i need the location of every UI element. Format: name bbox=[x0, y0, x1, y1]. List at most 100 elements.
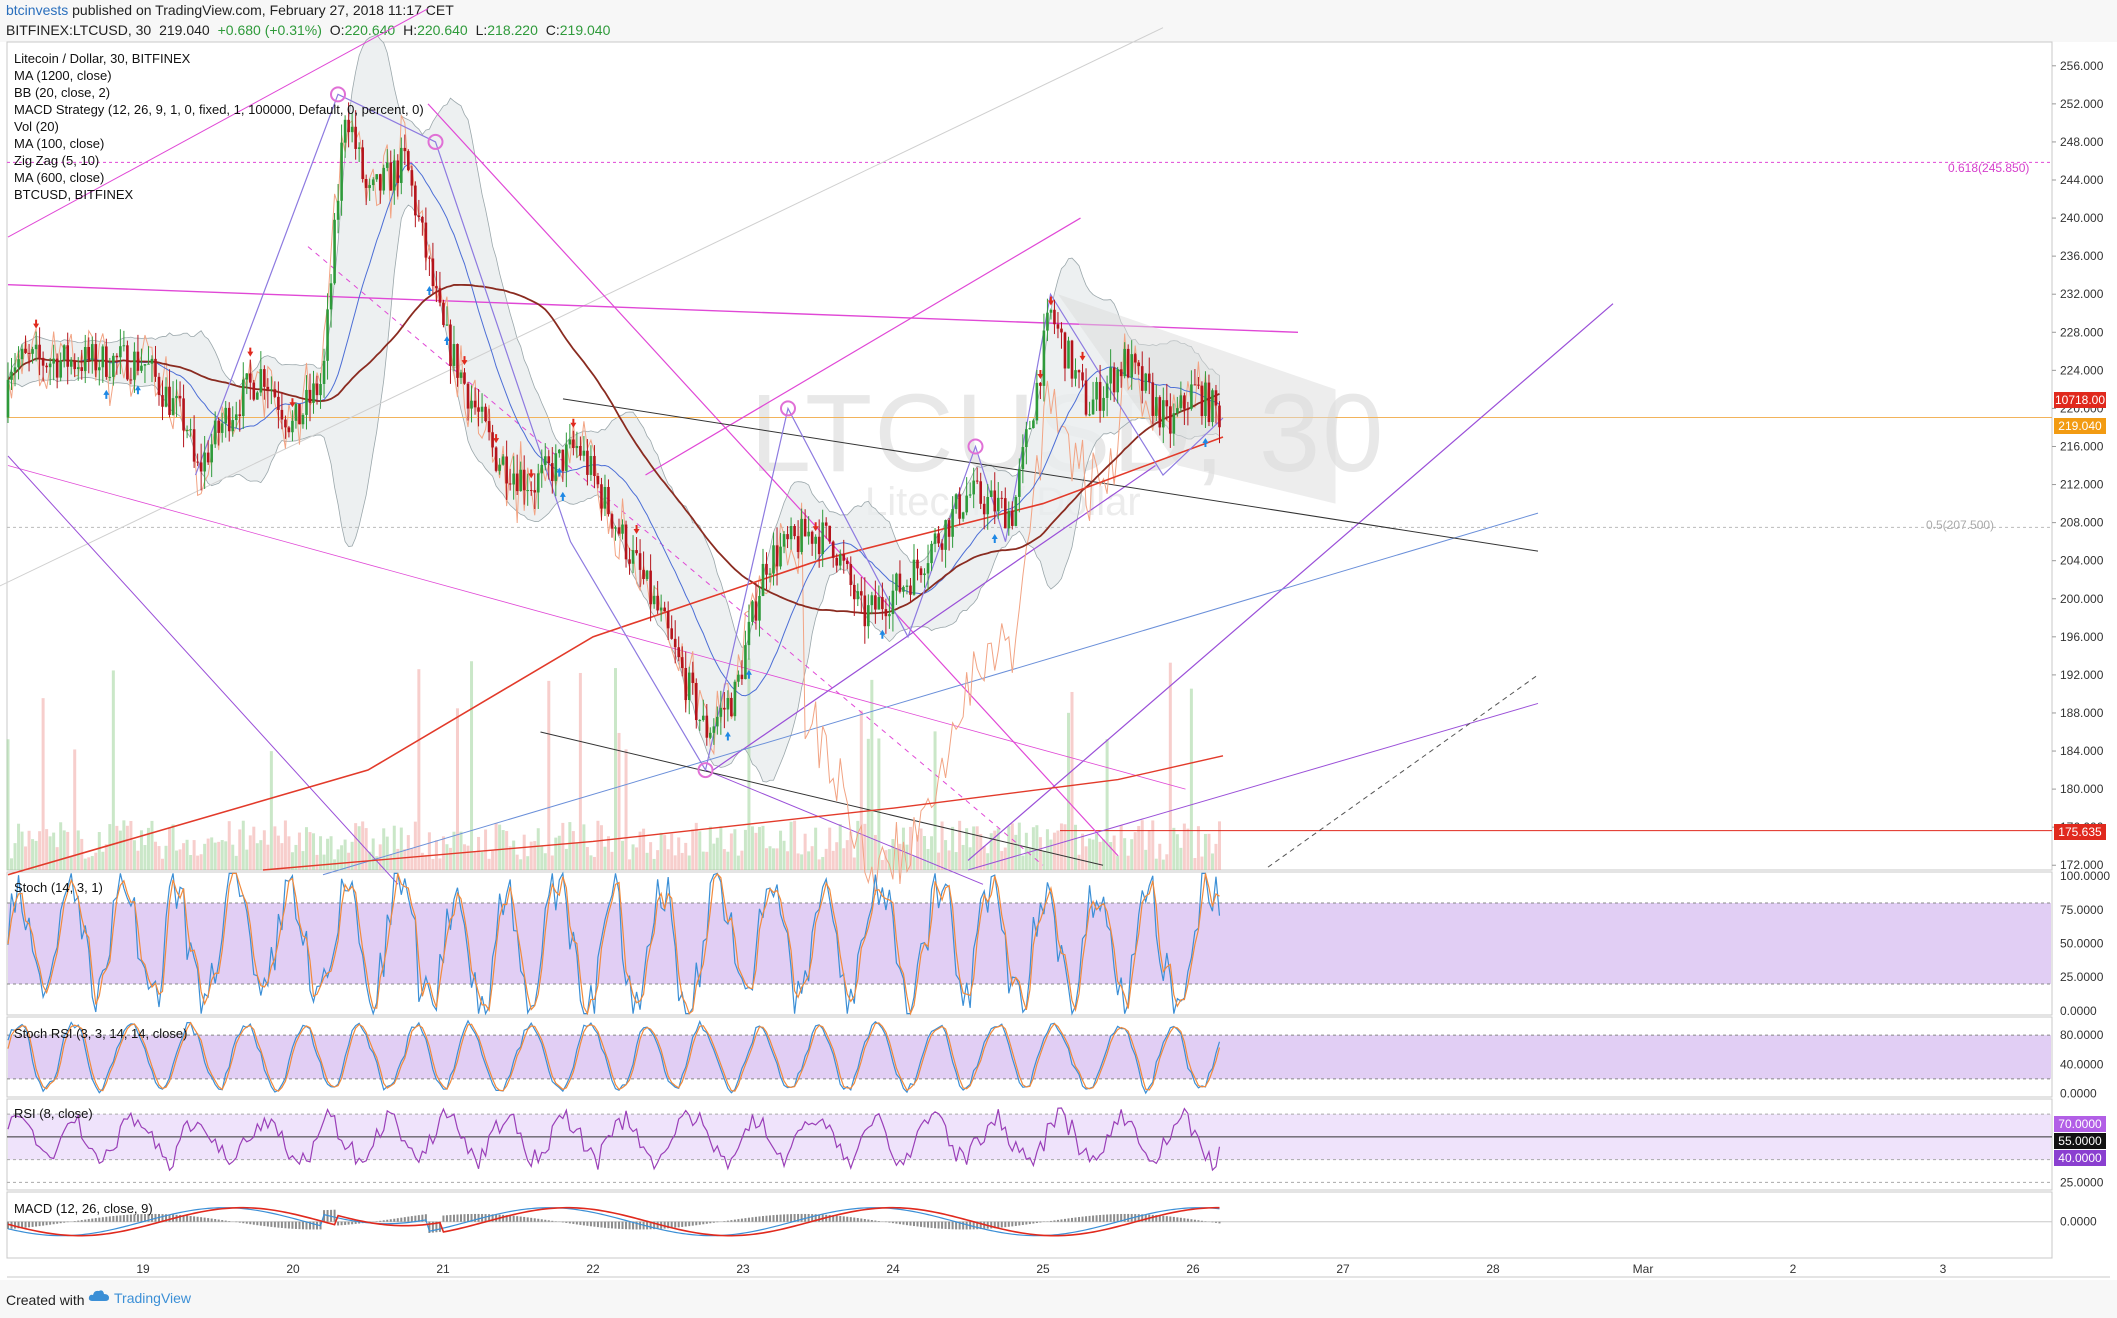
macd-histogram-bar bbox=[56, 1221, 59, 1224]
volume-bar bbox=[118, 830, 122, 870]
candle-body bbox=[979, 481, 983, 504]
volume-bar bbox=[168, 828, 172, 870]
macd-histogram-bar bbox=[519, 1216, 522, 1222]
candle-body bbox=[59, 360, 62, 378]
macd-histogram-bar bbox=[944, 1221, 947, 1229]
candle-body bbox=[308, 389, 312, 403]
macd-histogram-bar bbox=[891, 1221, 894, 1224]
candle-body bbox=[263, 369, 266, 387]
volume-bar bbox=[424, 854, 428, 870]
volume-bar bbox=[515, 854, 519, 870]
candle-body bbox=[1063, 332, 1067, 369]
volume-bar bbox=[564, 848, 568, 870]
macd-histogram-bar bbox=[77, 1220, 80, 1222]
macd-line bbox=[7, 1207, 1220, 1237]
volume-bar bbox=[635, 847, 639, 870]
volume-bar bbox=[1140, 820, 1144, 870]
volume-bar bbox=[979, 833, 983, 870]
macd-histogram-bar bbox=[217, 1219, 220, 1222]
volume-bar bbox=[269, 751, 273, 870]
candle-body bbox=[905, 585, 909, 587]
macd-histogram-bar bbox=[526, 1217, 529, 1222]
macd-histogram-bar bbox=[1025, 1221, 1028, 1225]
volume-bar bbox=[1116, 855, 1120, 870]
candle-body bbox=[45, 365, 48, 368]
x-tick-label: 26 bbox=[1186, 1262, 1200, 1276]
volume-bar bbox=[540, 846, 544, 870]
candle-body bbox=[533, 490, 537, 493]
candle-body bbox=[1046, 312, 1049, 331]
volume-bar bbox=[845, 840, 849, 870]
candle-body bbox=[856, 591, 860, 600]
candle-body bbox=[122, 345, 126, 347]
y-tick-label: 256.000 bbox=[2060, 59, 2104, 73]
candle-body bbox=[76, 367, 80, 370]
candle-body bbox=[740, 674, 744, 680]
macd-histogram-bar bbox=[1095, 1215, 1098, 1222]
macd-histogram-bar bbox=[1007, 1221, 1010, 1227]
macd-histogram-bar bbox=[147, 1213, 150, 1222]
macd-histogram-bar bbox=[698, 1221, 701, 1225]
volume-bar bbox=[1207, 833, 1211, 870]
tradingview-logo[interactable]: TradingView bbox=[88, 1289, 191, 1306]
volume-bar bbox=[199, 854, 203, 870]
volume-bar bbox=[157, 846, 161, 870]
macd-histogram-bar bbox=[242, 1221, 245, 1224]
candle-body bbox=[1112, 367, 1116, 393]
chart-canvas[interactable]: 256.000 252.000 248.000 244.000 240.000 236.0… bbox=[0, 0, 2117, 1280]
candle-body bbox=[593, 456, 596, 477]
tradingview-brand: TradingView bbox=[114, 1290, 192, 1306]
volume-bar bbox=[796, 853, 800, 870]
macd-histogram-bar bbox=[1172, 1216, 1175, 1222]
candle-body bbox=[768, 573, 772, 575]
candle-body bbox=[744, 645, 747, 680]
macd-histogram-bar bbox=[126, 1214, 129, 1222]
volume-bar bbox=[1052, 832, 1056, 870]
volume-bar bbox=[441, 836, 445, 870]
candle-body bbox=[403, 147, 407, 152]
macd-histogram-bar bbox=[438, 1221, 441, 1232]
candle-body bbox=[519, 469, 522, 492]
candle-body bbox=[561, 449, 565, 471]
volume-bar bbox=[410, 848, 414, 870]
candle-body bbox=[803, 518, 807, 537]
candle-body bbox=[1032, 420, 1035, 429]
macd-histogram-bar bbox=[389, 1219, 392, 1222]
macd-histogram-bar bbox=[572, 1221, 575, 1224]
purple-channel-line bbox=[967, 303, 1614, 861]
macd-histogram-bar bbox=[214, 1219, 217, 1222]
ma-100-line bbox=[7, 284, 1220, 615]
macd-histogram-bar bbox=[1060, 1219, 1063, 1222]
volume-bar bbox=[726, 851, 730, 870]
macd-histogram-bar bbox=[902, 1221, 905, 1225]
candle-body bbox=[961, 512, 965, 519]
candle-body bbox=[248, 373, 252, 383]
candle-body bbox=[659, 607, 663, 611]
macd-histogram-bar bbox=[136, 1214, 139, 1222]
macd-histogram-bar bbox=[839, 1215, 842, 1222]
volume-bar bbox=[104, 844, 108, 870]
candle-body bbox=[673, 638, 677, 648]
volume-bar bbox=[45, 829, 49, 870]
candle-body bbox=[294, 403, 298, 421]
macd-histogram-bar bbox=[347, 1221, 350, 1225]
macd-histogram-bar bbox=[129, 1214, 132, 1222]
macd-histogram-bar bbox=[1211, 1221, 1214, 1223]
candle-body bbox=[860, 591, 863, 596]
macd-histogram-bar bbox=[42, 1221, 45, 1226]
macd-histogram-bar bbox=[316, 1221, 319, 1230]
volume-bar bbox=[923, 836, 927, 870]
volume-bar bbox=[1161, 859, 1165, 870]
candle-body bbox=[867, 605, 870, 627]
volume-bar bbox=[238, 829, 242, 870]
low-value: 218.220 bbox=[487, 22, 538, 38]
volume-bar bbox=[396, 848, 400, 870]
blue-trendline bbox=[322, 512, 1539, 876]
macd-histogram-bar bbox=[927, 1221, 930, 1228]
volume-bar bbox=[821, 856, 825, 870]
volume-bar bbox=[807, 851, 811, 870]
author-link[interactable]: btcinvests bbox=[6, 2, 69, 18]
macd-histogram-bar bbox=[445, 1215, 448, 1222]
macd-histogram-bar bbox=[1169, 1216, 1172, 1222]
volume-bar bbox=[304, 827, 308, 870]
